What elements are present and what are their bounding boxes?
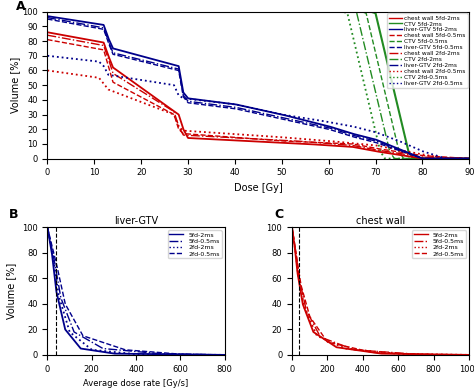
Text: B: B [9, 208, 18, 221]
Text: C: C [274, 208, 283, 221]
Y-axis label: Volume [%]: Volume [%] [10, 57, 20, 113]
Legend: chest wall 5fd-2ms, CTV 5fd-2ms, liver-GTV 5fd-2ms, chest wall 5fd-0.5ms, CTV 5f: chest wall 5fd-2ms, CTV 5fd-2ms, liver-G… [387, 13, 467, 88]
Title: liver-GTV: liver-GTV [114, 216, 158, 227]
Legend: 5fd-2ms, 5fd-0.5ms, 2fd-2ms, 2fd-0.5ms: 5fd-2ms, 5fd-0.5ms, 2fd-2ms, 2fd-0.5ms [167, 230, 221, 259]
Legend: 5fd-2ms, 5fd-0.5ms, 2fd-2ms, 2fd-0.5ms: 5fd-2ms, 5fd-0.5ms, 2fd-2ms, 2fd-0.5ms [412, 230, 466, 259]
Y-axis label: Volume [%]: Volume [%] [6, 263, 17, 319]
X-axis label: Dose [Gy]: Dose [Gy] [234, 183, 283, 193]
X-axis label: Average dose rate [Gy/s]: Average dose rate [Gy/s] [83, 379, 189, 388]
Text: A: A [16, 0, 26, 13]
Title: chest wall: chest wall [356, 216, 405, 227]
